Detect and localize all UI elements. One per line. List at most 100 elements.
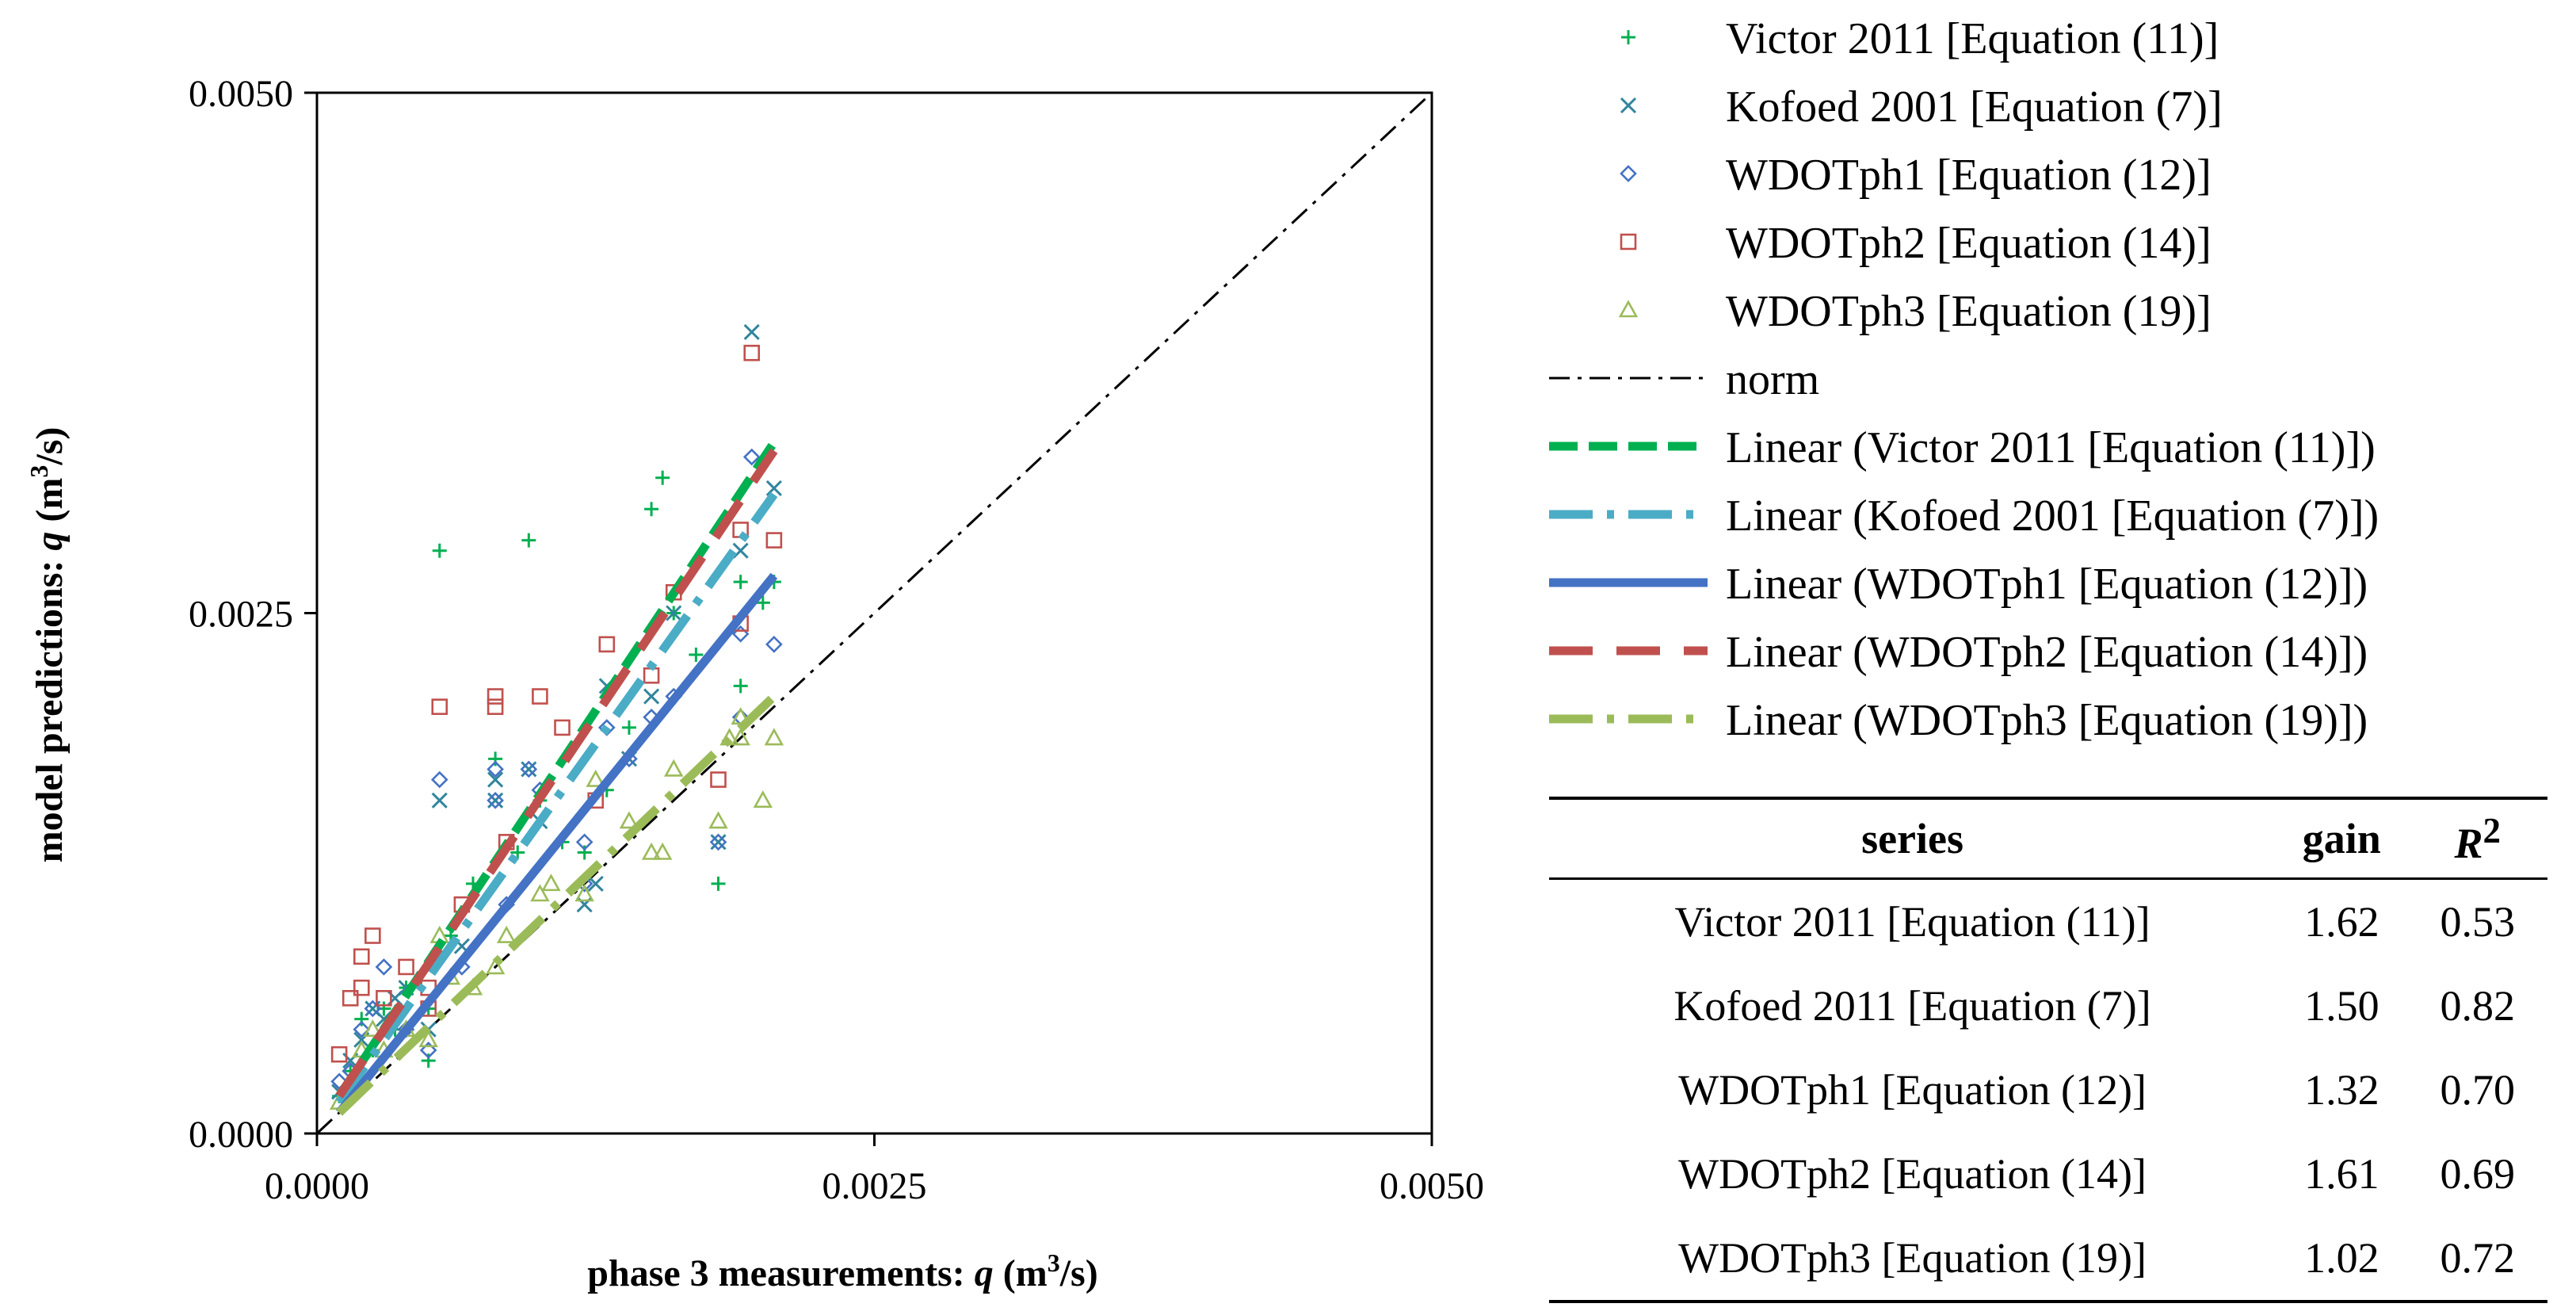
data-point bbox=[643, 667, 660, 684]
data-point bbox=[485, 957, 506, 975]
axis-title-part: /s) bbox=[1059, 1252, 1098, 1294]
data-point bbox=[765, 636, 783, 653]
data-point bbox=[664, 759, 684, 777]
legend-label: WDOTph3 [Equation (19)] bbox=[1726, 287, 2212, 336]
data-point bbox=[743, 323, 760, 341]
fit-line bbox=[335, 491, 778, 1105]
legend-swatch bbox=[1621, 30, 1635, 44]
data-point bbox=[643, 688, 660, 705]
data-point bbox=[742, 448, 761, 466]
data-point bbox=[487, 760, 504, 778]
data-point bbox=[743, 344, 761, 361]
row-gain: 1.50 bbox=[2304, 982, 2379, 1030]
axis-title-part: q bbox=[29, 532, 71, 551]
data-point bbox=[641, 842, 662, 860]
axes: 0.0000 0.0025 0.0050 0.0000 0.0025 0.0050 phas… bbox=[25, 73, 1484, 1294]
data-point bbox=[431, 792, 448, 808]
x-tick-label: 0.0025 bbox=[822, 1165, 927, 1207]
legend-item: WDOTph2 [Equation (14)] bbox=[1620, 219, 2212, 268]
x-axis-title: phase 3 measurements: q (m3/s) bbox=[587, 1248, 1097, 1294]
legend-item: Victor 2011 [Equation (11)] bbox=[1621, 14, 2219, 63]
data-point bbox=[532, 688, 548, 705]
row-gain: 1.32 bbox=[2304, 1066, 2379, 1114]
data-point bbox=[575, 833, 593, 851]
regression-summary-table: series gain R2 Victor 2011 [Equation (11… bbox=[1549, 797, 2547, 1303]
data-point bbox=[644, 502, 659, 517]
row-gain: 1.02 bbox=[2276, 1216, 2408, 1303]
legend-label: WDOTph2 [Equation (14)] bbox=[1726, 219, 2212, 268]
header-series: series bbox=[1549, 797, 2276, 880]
plot-area bbox=[315, 91, 1433, 1135]
data-point bbox=[554, 719, 571, 736]
legend-swatch bbox=[1620, 165, 1637, 182]
data-point bbox=[342, 990, 359, 1007]
data-point bbox=[520, 760, 538, 778]
data-point bbox=[376, 990, 392, 1007]
axis-title-part: q bbox=[975, 1252, 994, 1294]
legend-item: Linear (WDOTph1 [Equation (12)]) bbox=[1549, 560, 2368, 609]
data-point bbox=[375, 958, 393, 976]
row-gain: 1.61 bbox=[2304, 1150, 2379, 1198]
axis-title-part: 3 bbox=[25, 465, 53, 478]
norm-line bbox=[315, 91, 1433, 1135]
fit-line bbox=[335, 572, 778, 1116]
legend-label: Linear (Victor 2011 [Equation (11)]) bbox=[1726, 423, 2376, 472]
fit-line bbox=[335, 448, 778, 1099]
data-point bbox=[487, 698, 504, 715]
axis-title-part: (m bbox=[994, 1252, 1048, 1294]
row-r2: 0.70 bbox=[2440, 1066, 2516, 1114]
series-square bbox=[330, 344, 783, 1063]
header-r-squared: R2 bbox=[2407, 797, 2547, 880]
legend-label: Victor 2011 [Equation (11)] bbox=[1726, 14, 2219, 63]
legend-label: WDOTph1 [Equation (12)] bbox=[1726, 151, 2212, 200]
data-point bbox=[363, 1019, 383, 1037]
legend-item: Linear (WDOTph2 [Equation (14)]) bbox=[1549, 628, 2368, 677]
axis-title-part: phase 3 measurements: bbox=[587, 1252, 974, 1294]
data-point bbox=[541, 873, 561, 892]
data-point bbox=[353, 948, 370, 965]
data-point bbox=[354, 1011, 369, 1026]
series-x bbox=[331, 323, 782, 1100]
legend: Victor 2011 [Equation (11)] Kofoed 2001 [… bbox=[1549, 14, 2379, 745]
legend-swatch bbox=[1620, 233, 1637, 250]
axis-title-part: (m bbox=[29, 478, 71, 532]
x-tick-label: 0.0000 bbox=[265, 1165, 369, 1207]
data-point bbox=[353, 979, 370, 996]
legend-item: Kofoed 2001 [Equation (7)] bbox=[1620, 82, 2223, 132]
row-series: Victor 2011 [Equation (11)] bbox=[1674, 898, 2150, 946]
data-point bbox=[487, 771, 504, 788]
table-row: Victor 2011 [Equation (11)] 1.62 0.53 bbox=[1549, 879, 2547, 965]
data-point bbox=[487, 688, 504, 705]
data-point bbox=[487, 792, 504, 809]
data-point bbox=[619, 811, 639, 829]
data-point bbox=[764, 728, 784, 746]
table-row: WDOTph3 [Equation (19)] 1.02 0.72 bbox=[1549, 1216, 2547, 1303]
row-r2: 0.69 bbox=[2440, 1150, 2516, 1198]
legend-item: Linear (Victor 2011 [Equation (11)]) bbox=[1549, 423, 2376, 472]
header-gain: gain bbox=[2276, 797, 2408, 880]
data-point bbox=[711, 876, 726, 891]
data-point bbox=[398, 958, 414, 976]
legend-label: norm bbox=[1726, 355, 1819, 404]
data-point bbox=[431, 698, 448, 715]
data-point bbox=[755, 595, 770, 610]
row-r2: 0.53 bbox=[2440, 898, 2516, 946]
legend-item: norm bbox=[1549, 355, 1819, 404]
data-point bbox=[577, 845, 592, 860]
row-r2: 0.82 bbox=[2440, 982, 2516, 1030]
data-point bbox=[765, 480, 782, 497]
data-point bbox=[652, 842, 673, 860]
data-point bbox=[419, 1042, 437, 1059]
legend-label: Kofoed 2001 [Equation (7)] bbox=[1726, 82, 2223, 132]
data-point bbox=[330, 1046, 348, 1063]
data-point bbox=[574, 884, 594, 902]
axis-title-part: 3 bbox=[1048, 1248, 1060, 1277]
row-series: WDOTph1 [Equation (12)] bbox=[1678, 1066, 2147, 1114]
data-point bbox=[432, 543, 447, 558]
data-point bbox=[710, 834, 727, 851]
data-point bbox=[689, 648, 704, 663]
axis-title-part: model predictions: bbox=[29, 551, 71, 863]
data-point bbox=[421, 1053, 436, 1068]
legend-label: Linear (WDOTph2 [Equation (14)]) bbox=[1726, 628, 2368, 677]
y-tick-label: 0.0025 bbox=[189, 594, 293, 636]
